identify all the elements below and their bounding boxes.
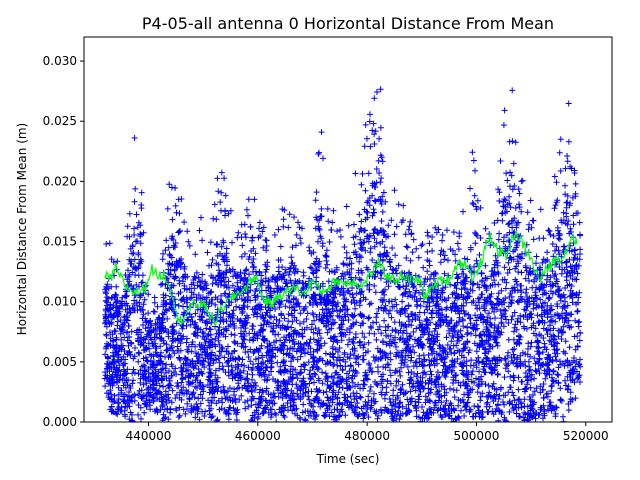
y-tick-label: 0.015 xyxy=(43,235,77,249)
x-tick-label: 520000 xyxy=(563,429,609,443)
y-tick-label: 0.020 xyxy=(43,174,77,188)
plot-frame xyxy=(83,36,613,423)
y-axis: 0.000 0.005 0.010 0.015 0.020 0.025 0.030 xyxy=(43,54,84,429)
chart-title: P4-05-all antenna 0 Horizontal Distance … xyxy=(142,14,554,33)
x-tick-label: 440000 xyxy=(126,429,172,443)
y-tick-label: 0.010 xyxy=(43,295,77,309)
y-tick-label: 0.030 xyxy=(43,54,77,68)
y-tick-label: 0.025 xyxy=(43,114,77,128)
running-mean-series xyxy=(104,230,578,327)
y-axis-label: Horizontal Distance From Mean (m) xyxy=(15,123,29,335)
x-tick-label: 480000 xyxy=(344,429,390,443)
x-tick-label: 460000 xyxy=(235,429,281,443)
plot-area xyxy=(101,86,584,422)
y-tick-label: 0.005 xyxy=(43,355,77,369)
running-mean-line xyxy=(104,230,578,327)
x-tick-label: 500000 xyxy=(454,429,500,443)
x-axis: 440000 460000 480000 500000 520000 xyxy=(126,422,609,443)
x-axis-label: Time (sec) xyxy=(316,452,380,466)
y-tick-label: 0.000 xyxy=(43,415,77,429)
distance-points xyxy=(101,86,584,422)
horizontal-distance-series xyxy=(101,86,584,422)
